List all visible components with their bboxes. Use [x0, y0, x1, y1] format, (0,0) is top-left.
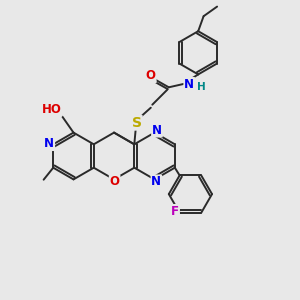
- Text: HO: HO: [42, 103, 62, 116]
- Text: N: N: [152, 175, 161, 188]
- Text: N: N: [44, 137, 54, 150]
- Text: O: O: [110, 175, 120, 188]
- Text: S: S: [132, 116, 142, 130]
- Text: N: N: [152, 124, 162, 137]
- Text: O: O: [146, 69, 156, 82]
- Text: H: H: [197, 82, 206, 92]
- Text: N: N: [184, 78, 194, 91]
- Text: F: F: [171, 205, 179, 218]
